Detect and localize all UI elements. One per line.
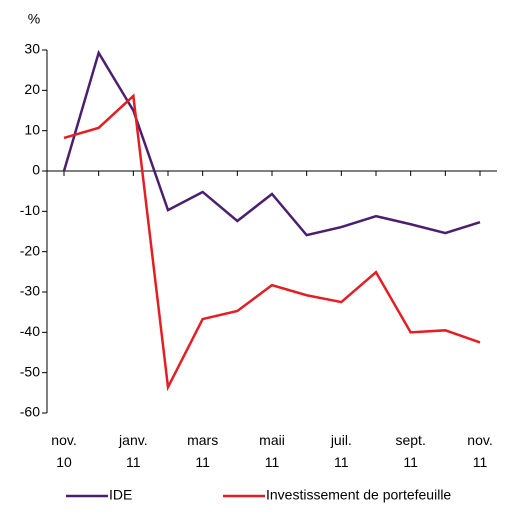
x-tick-label: maii 11 (259, 432, 285, 470)
x-tick-label: sept. 11 (395, 432, 425, 470)
x-tick-label: nov. 11 (467, 432, 492, 470)
legend-label: Investissement de portefeuille (266, 487, 451, 503)
series-line (62, 49, 481, 237)
x-tick-label: janv. 11 (118, 432, 148, 470)
y-tick-label: -40 (20, 323, 40, 339)
series-line (63, 93, 481, 392)
y-tick-label: -50 (20, 363, 40, 379)
x-tick-label: juil. 11 (330, 432, 352, 470)
y-tick-label: -30 (20, 283, 40, 299)
y-tick-label: -10 (20, 202, 40, 218)
y-tick-label: 0 (32, 162, 40, 178)
y-tick-label: -60 (20, 404, 40, 420)
x-tick-label: nov. 10 (51, 432, 76, 470)
y-tick-label: 20 (24, 81, 40, 97)
legend-label: IDE (109, 487, 132, 503)
y-tick-label: -20 (20, 242, 40, 258)
x-tick-label: mars 11 (187, 432, 218, 470)
y-unit: % (28, 11, 40, 27)
y-tick-label: 10 (24, 121, 40, 137)
y-tick-label: 30 (24, 41, 40, 57)
